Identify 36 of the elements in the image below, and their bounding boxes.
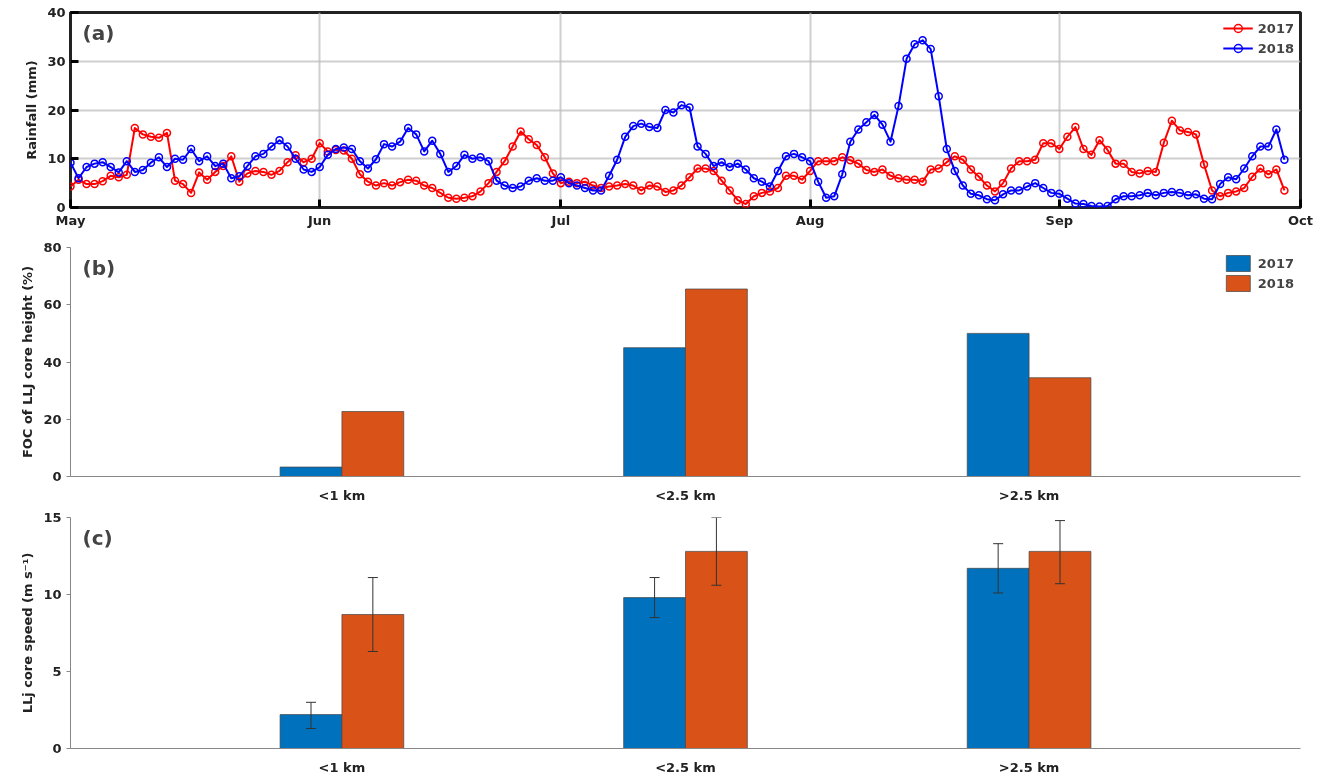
annotation: (c): [82, 525, 113, 550]
y-tick-label: 10: [43, 587, 62, 602]
y-tick-label: 40: [47, 5, 66, 20]
x-tick-label: >2.5 km: [998, 487, 1060, 503]
y-tick-label: 80: [43, 240, 62, 255]
y-tick-label: 0: [52, 469, 62, 484]
x-tick-label: Jul: [550, 212, 571, 228]
y-tick-label: 20: [43, 411, 62, 427]
annotation: (a): [82, 20, 115, 45]
x-tick-label: <2.5 km: [655, 487, 716, 503]
y-tick-label: 15: [43, 510, 62, 525]
y-tick-label: 10: [47, 151, 66, 167]
y-tick-label: 20: [47, 102, 66, 118]
x-tick-label: <1 km: [318, 487, 366, 503]
x-tick-label: Oct: [1288, 212, 1313, 228]
y-tick-label: 40: [43, 354, 62, 370]
x-tick-label: <1 km: [318, 759, 366, 775]
legend-label: 2018: [1257, 275, 1294, 291]
legend-label: 2018: [1257, 40, 1294, 56]
y-tick-label: 5: [52, 664, 62, 679]
y-axis-title: Rainfall (mm): [24, 60, 40, 160]
legend-label: 2017: [1257, 20, 1294, 36]
y-axis-title: FOC of LLJ core height (%): [20, 265, 36, 459]
annotation: (b): [82, 255, 116, 280]
y-tick-label: 60: [43, 297, 62, 313]
x-tick-label: Aug: [795, 212, 825, 228]
legend-label: 2017: [1257, 255, 1294, 271]
y-tick-label: 0: [56, 200, 66, 215]
x-tick-label: >2.5 km: [998, 759, 1060, 775]
y-tick-label: 30: [47, 53, 66, 69]
x-tick-label: <2.5 km: [655, 759, 716, 775]
y-axis-title: LLj core speed (m s⁻¹): [20, 552, 36, 714]
x-tick-label: Jun: [307, 212, 332, 228]
x-tick-label: Sep: [1045, 212, 1074, 228]
y-tick-label: 0: [52, 741, 62, 756]
x-tick-label: May: [55, 212, 86, 228]
